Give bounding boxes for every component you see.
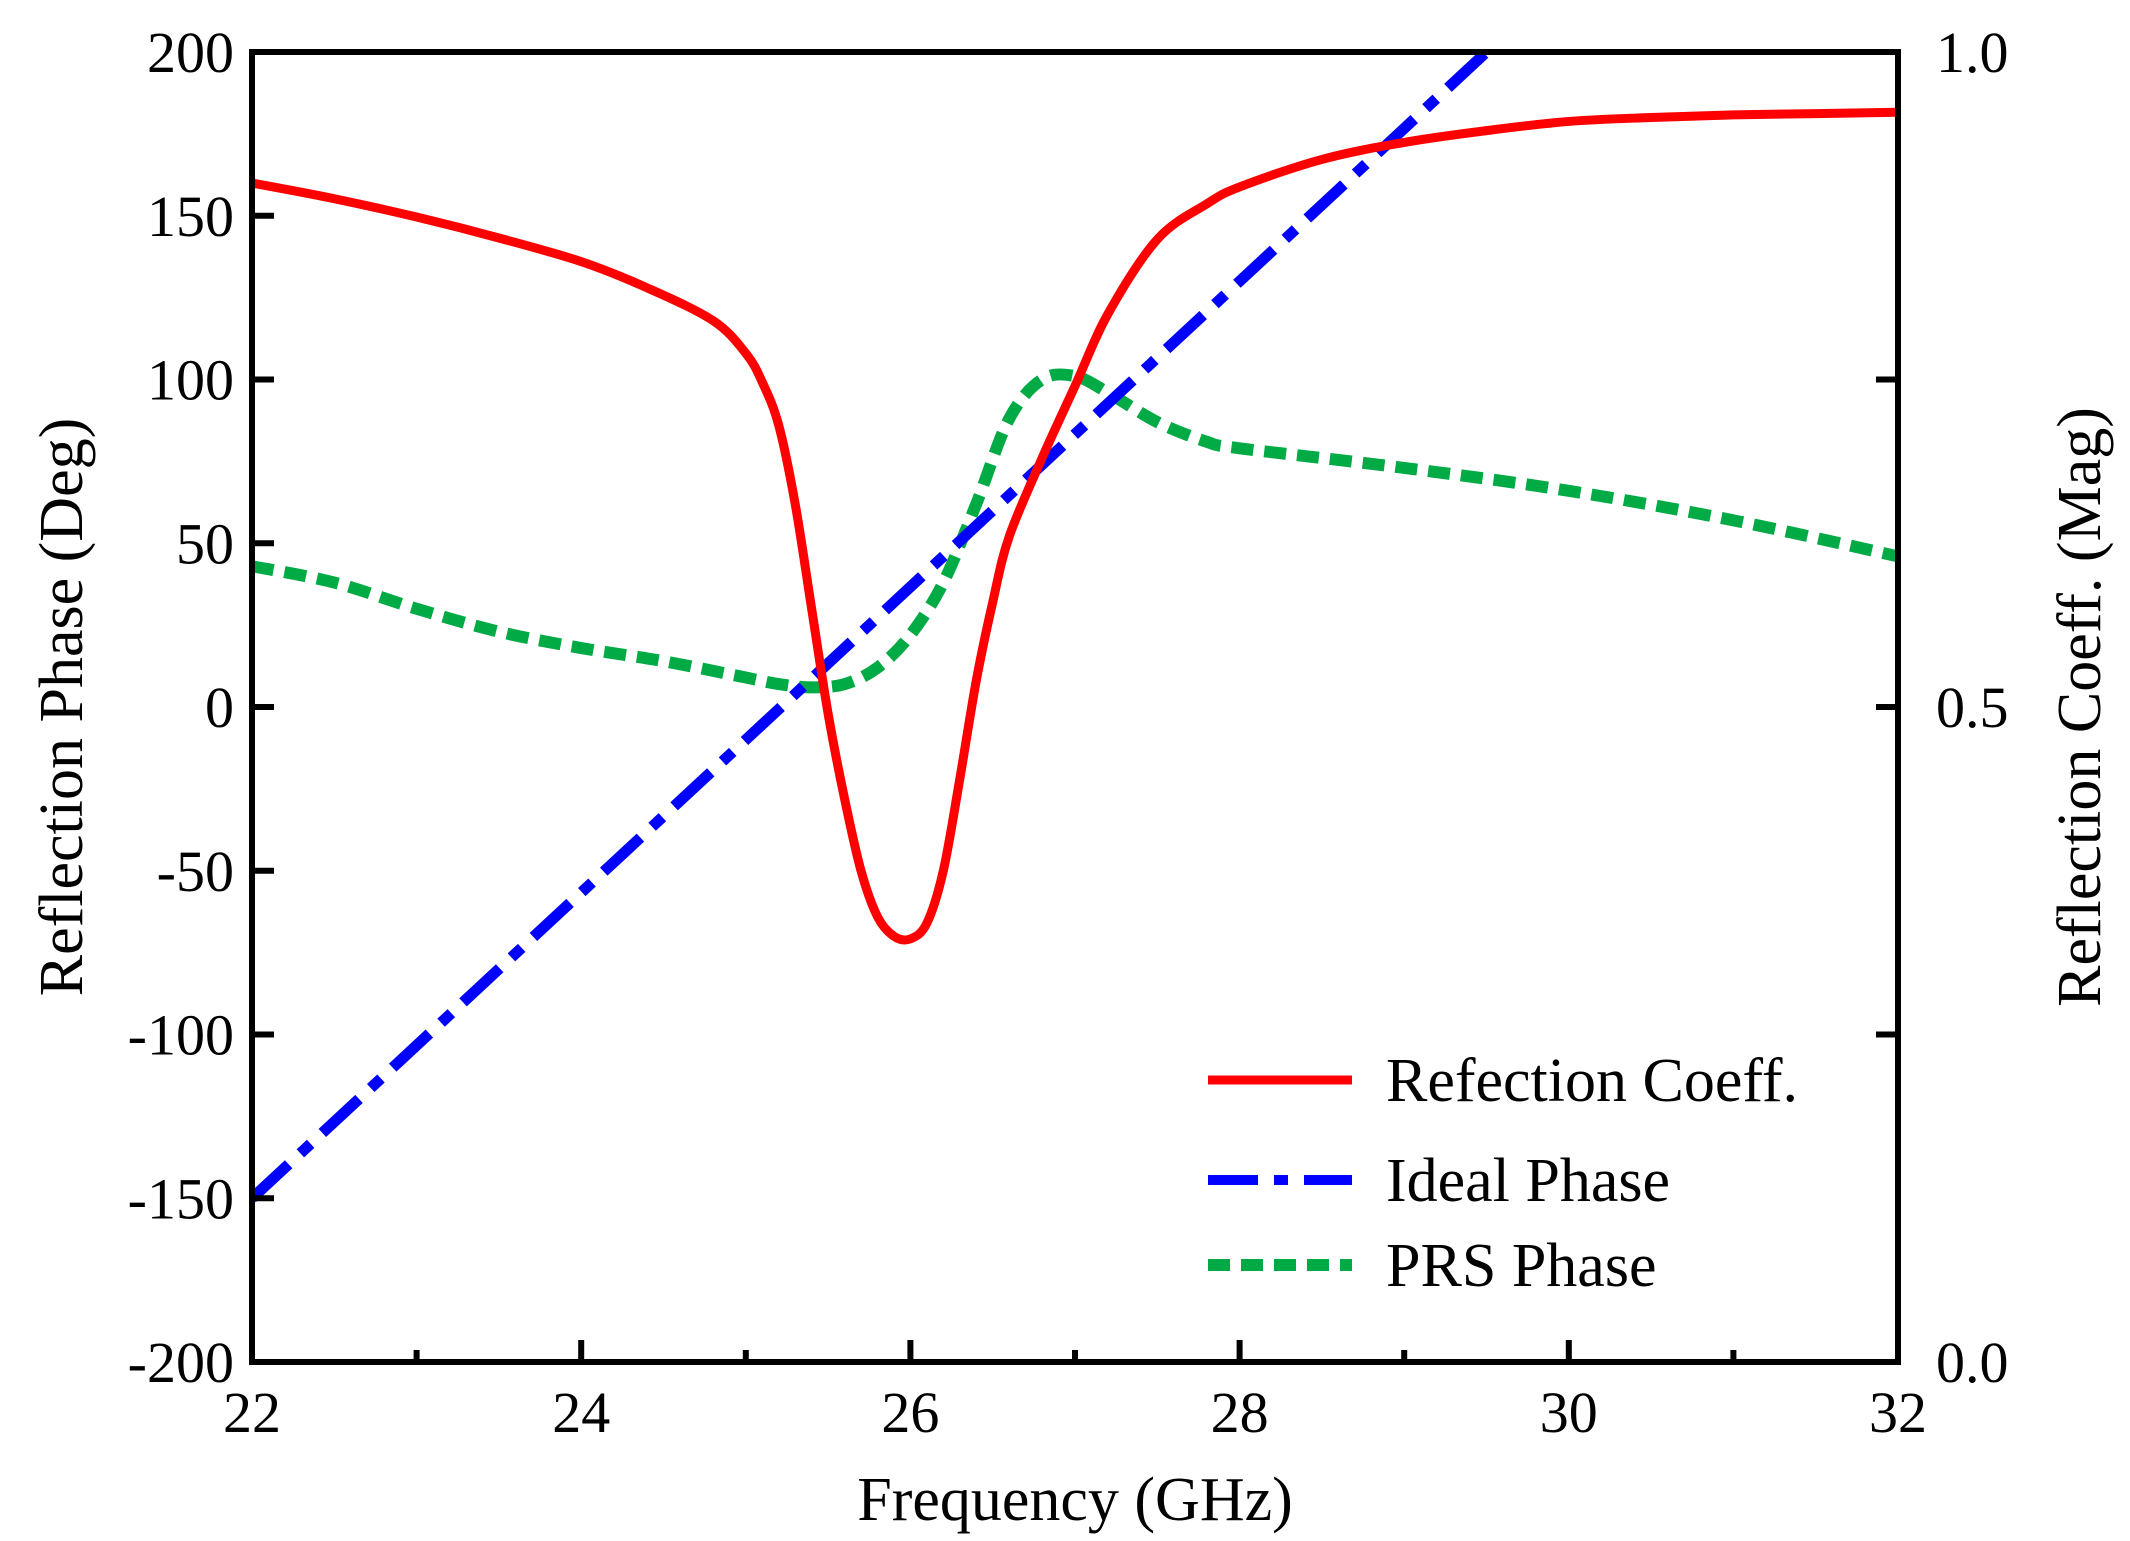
legend: Refection Coeff. Ideal Phase PRS Phase <box>1208 1047 1798 1300</box>
legend-label-refection-coeff: Refection Coeff. <box>1386 1047 1798 1115</box>
legend-label-ideal-phase: Ideal Phase <box>1386 1147 1670 1215</box>
y-left-tick-label-150: -150 <box>128 1166 234 1231</box>
y-axis-left-title: Reflection Phase (Deg) <box>28 418 96 996</box>
series-layer <box>252 52 1898 1203</box>
y-right-tick-label-0-0: 0.0 <box>1936 1330 2009 1395</box>
y-left-tick-label-100: -100 <box>128 1003 234 1068</box>
legend-label-prs-phase: PRS Phase <box>1386 1232 1656 1300</box>
y-left-tick-label-200: 200 <box>147 20 234 85</box>
x-tick-label-30: 30 <box>1540 1380 1598 1445</box>
y-left-tick-label-50: 50 <box>176 511 234 576</box>
y-left-tick-label-100: 100 <box>147 348 234 413</box>
x-tick-label-28: 28 <box>1211 1380 1269 1445</box>
y-axis-right-title: Reflection Coeff. (Mag) <box>2046 407 2114 1007</box>
series-line-ideal-phase <box>252 52 1491 1203</box>
ticks-layer <box>249 49 1901 1365</box>
labels-layer: 22 24 26 28 30 32 -200 -150 -100 -50 0 50 100 150 200 0… <box>128 20 2009 1445</box>
x-tick-label-26: 26 <box>881 1380 939 1445</box>
y-right-tick-label-1-0: 1.0 <box>1936 20 2009 85</box>
y-left-tick-label-0: 0 <box>205 675 234 740</box>
series-line-refection-coeff <box>252 107 1898 945</box>
x-tick-label-24: 24 <box>552 1380 610 1445</box>
y-left-tick-label-150: 150 <box>147 184 234 249</box>
y-left-tick-label-200: -200 <box>128 1330 234 1395</box>
y-right-tick-label-0-5: 0.5 <box>1936 675 2009 740</box>
x-tick-label-32: 32 <box>1869 1380 1927 1445</box>
y-left-tick-label-50: -50 <box>157 839 234 904</box>
series-line-prs-phase <box>252 368 1898 694</box>
x-axis-title: Frequency (GHz) <box>857 1466 1293 1534</box>
x-tick-label-22: 22 <box>223 1380 281 1445</box>
